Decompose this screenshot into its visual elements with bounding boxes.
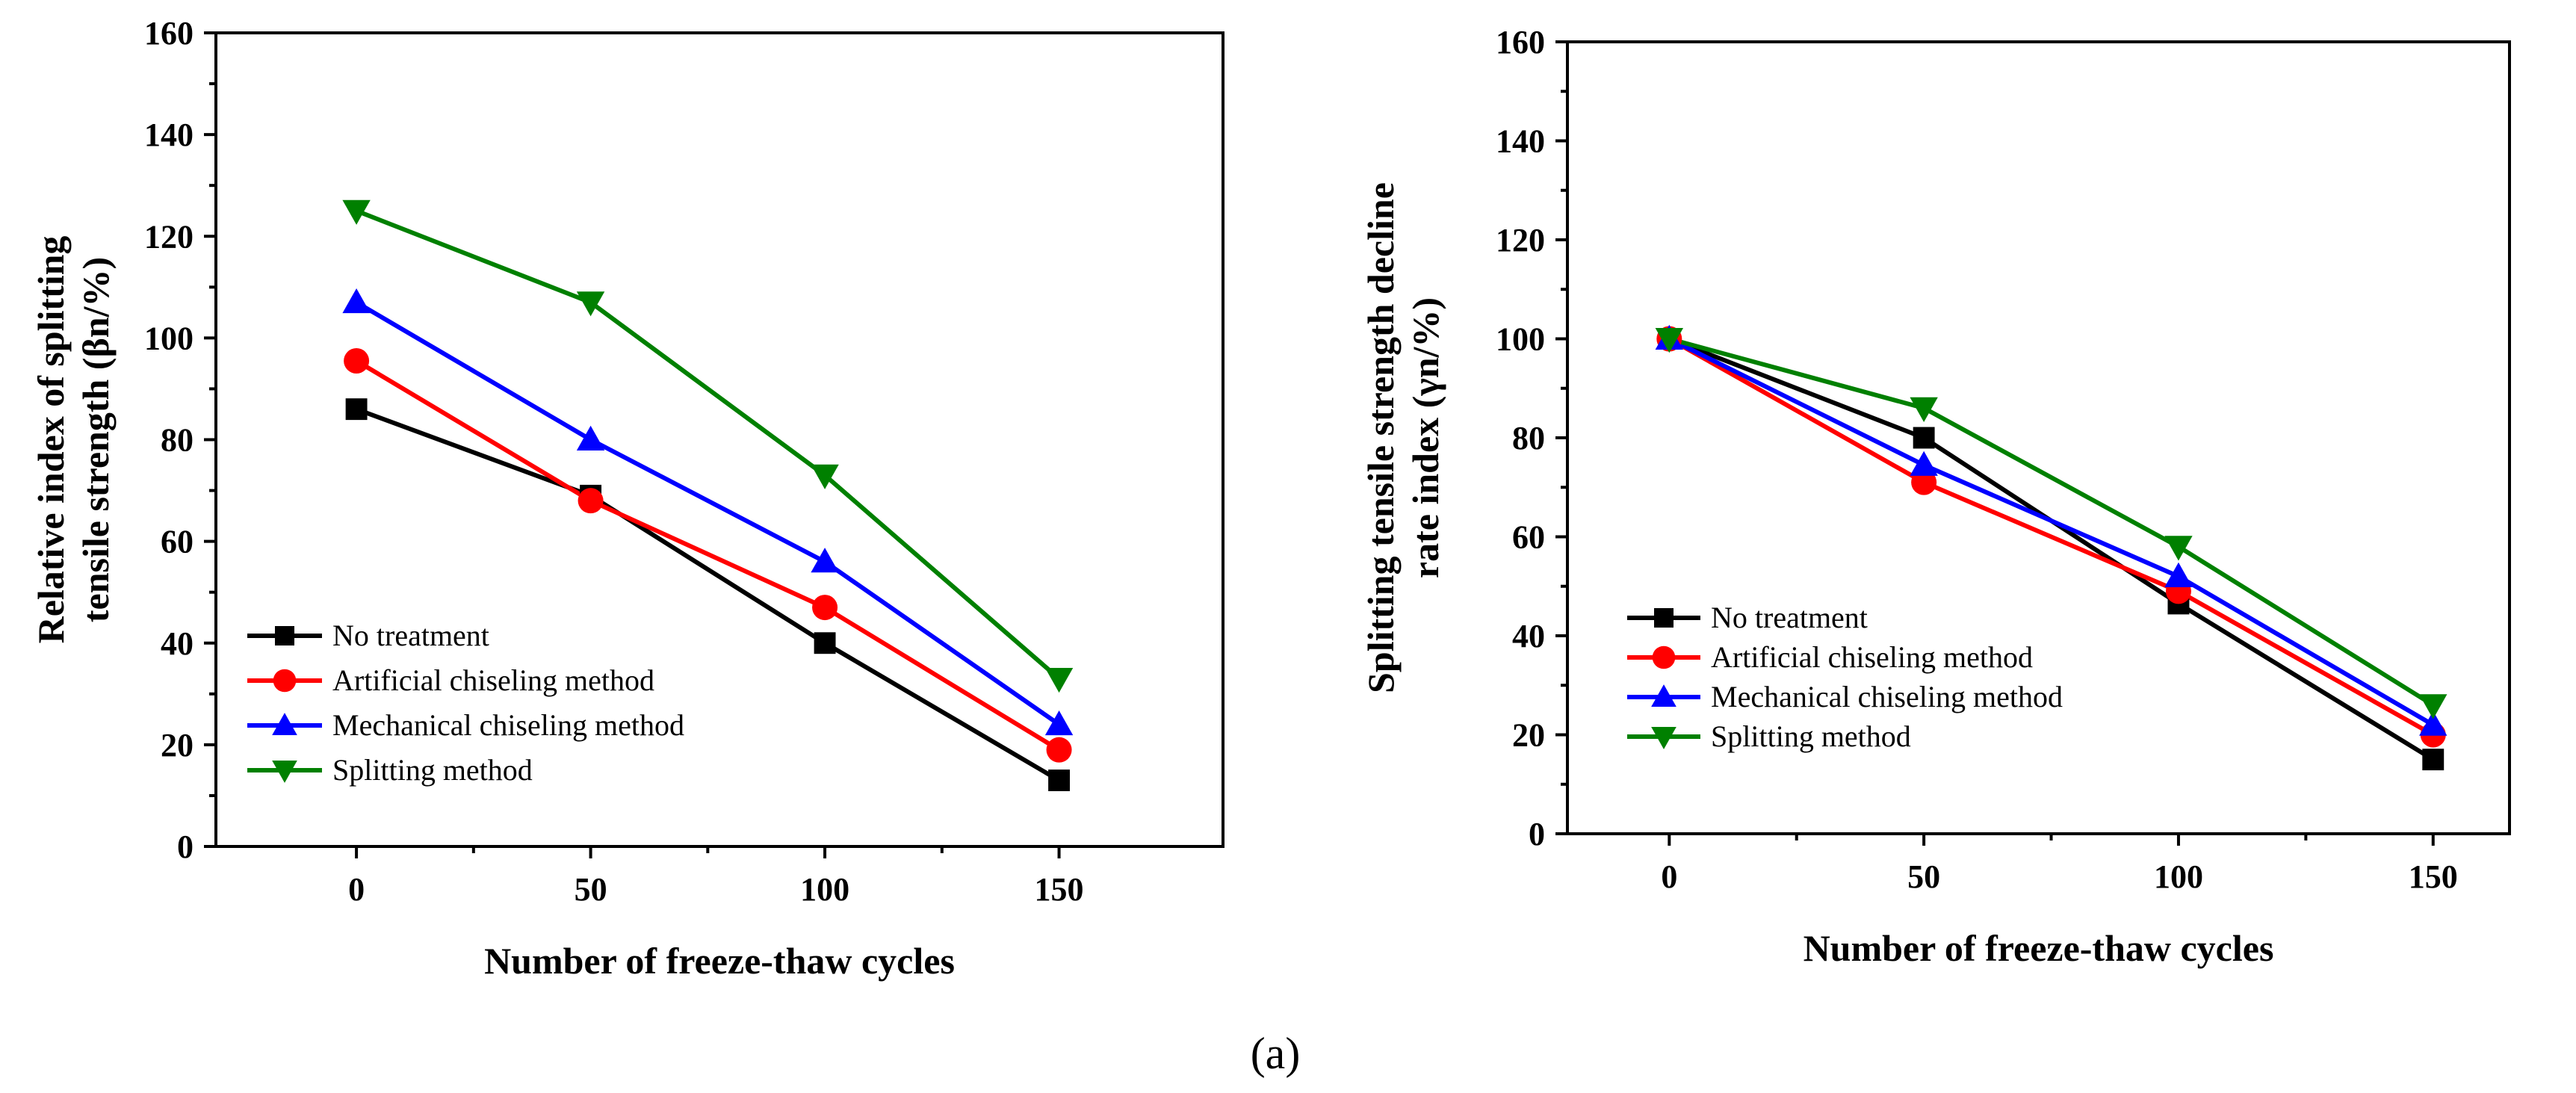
chart1-x-axis-title: Number of freeze-thaw cycles [484, 940, 955, 982]
chart2-y-tick-label: 40 [1512, 618, 1545, 654]
chart2-point-s4-100 [2164, 536, 2193, 561]
chart-right: 0 20 40 60 80 100 120 140 160 0 50 100 150 Number of … [1360, 24, 2511, 969]
chart1-point-s2-50 [578, 488, 604, 514]
chart1-x-tick-label: 0 [348, 871, 365, 908]
chart2-legend-marker-1 [1653, 607, 1674, 628]
chart2-y-tick-label: 160 [1496, 24, 1545, 61]
chart1-series-line-4 [356, 208, 1061, 681]
chart2-legend-label-4: Splitting method [1711, 719, 1911, 753]
chart1-x-tick-label: 100 [800, 871, 849, 908]
chart1-point-s4-50 [576, 291, 605, 317]
chart-left: 0 20 40 60 80 100 120 140 160 0 50 100 150 Number of … [30, 15, 1224, 982]
chart1-x-tick-label: 50 [575, 871, 607, 908]
chart2-x-tick-label: 50 [1907, 858, 1940, 895]
chart1-y-axis-title-line: tensile strength (βn/%) [75, 257, 117, 622]
chart2-y-tick-label: 60 [1512, 519, 1545, 556]
chart1-y-axis-title: Relative index of splittingtensile stren… [30, 236, 117, 644]
chart2-series-line-3 [1668, 336, 2435, 727]
chart2-y-axis-title: Splitting tensile strength declinerate i… [1360, 182, 1446, 693]
chart1-point-s1-150 [1048, 770, 1071, 791]
chart1-legend-label-4: Splitting method [332, 753, 533, 787]
chart1-point-s3-50 [576, 425, 605, 450]
chart1-legend-label-2: Artificial chiseling method [332, 663, 654, 697]
chart1-point-s3-100 [811, 548, 839, 573]
chart1-point-s4-150 [1044, 667, 1074, 693]
chart1-legend-marker-1 [274, 625, 295, 646]
chart2-point-s1-50 [1913, 427, 1935, 449]
chart1-point-s4-0 [342, 199, 371, 225]
chart2-y-tick-label: 20 [1512, 717, 1545, 754]
chart2-series-line-2 [1668, 336, 2435, 737]
chart2-point-s4-50 [1910, 397, 1938, 422]
chart2-legend-marker-4 [1651, 726, 1676, 749]
chart1-point-s2-150 [1046, 737, 1072, 763]
chart2-legend-label-3: Mechanical chiseling method [1711, 680, 2063, 713]
chart1-point-s2-0 [344, 348, 370, 374]
chart1-y-axis-title-line: Relative index of splitting [30, 236, 72, 644]
chart1-legend-label-3: Mechanical chiseling method [332, 708, 684, 742]
chart1-point-s2-100 [812, 595, 838, 621]
chart2-legend-label-2: Artificial chiseling method [1711, 640, 2033, 674]
chart1-legend-label-1: No treatment [332, 619, 489, 652]
chart2-y-tick-label: 0 [1529, 816, 1545, 852]
chart2-y-axis-title-line: rate index (γn/%) [1405, 297, 1446, 578]
figure-caption: (a) [1251, 1029, 1301, 1078]
chart1-y-tick-label: 80 [161, 422, 193, 459]
chart1-y-tick-label: 40 [161, 625, 193, 662]
chart2-point-s3-150 [2419, 710, 2447, 736]
chart2-point-s3-50 [1910, 450, 1938, 476]
chart2-legend-label-1: No treatment [1711, 601, 1868, 634]
chart2-x-tick-label: 0 [1661, 858, 1677, 895]
chart1-y-tick-label: 0 [177, 829, 193, 865]
chart1-legend-marker-3 [272, 713, 297, 736]
chart1-y-tick-label: 140 [144, 117, 193, 153]
chart2-y-tick-label: 100 [1496, 321, 1545, 358]
chart2-plot-frame [1566, 40, 2511, 835]
chart1-y-tick-label: 100 [144, 320, 193, 356]
chart2-x-axis-title: Number of freeze-thaw cycles [1803, 927, 2274, 969]
chart1-x-tick-label: 150 [1035, 871, 1084, 908]
chart1-series-line-1 [356, 406, 1061, 783]
chart1-legend-marker-4 [272, 760, 297, 783]
chart1-point-s3-150 [1044, 710, 1074, 736]
chart1-series-line-2 [355, 359, 1061, 752]
chart1-point-s4-100 [811, 464, 839, 489]
chart1-point-s3-0 [342, 288, 371, 314]
chart1-y-tick-label: 120 [144, 218, 193, 255]
chart2-y-axis-title-line: Splitting tensile strength decline [1360, 182, 1402, 693]
chart2-series-line-4 [1668, 336, 2435, 707]
chart2-y-tick-label: 120 [1496, 222, 1545, 258]
chart1-point-s1-0 [345, 398, 368, 421]
chart2-point-s3-100 [2164, 562, 2193, 587]
chart2-point-s4-150 [2419, 694, 2447, 719]
chart1-y-tick-label: 20 [161, 727, 193, 764]
chart1-legend-marker-2 [273, 669, 297, 693]
chart2-point-s1-150 [2422, 749, 2445, 771]
chart2-point-s2-50 [1911, 469, 1937, 495]
chart2-y-tick-label: 140 [1496, 123, 1545, 160]
chart2-legend-marker-2 [1652, 645, 1676, 669]
chart1-point-s1-100 [814, 632, 836, 654]
chart2-y-tick-label: 80 [1512, 420, 1545, 456]
chart2-x-tick-label: 100 [2154, 858, 2203, 895]
chart1-series-line-3 [355, 300, 1061, 727]
chart1-y-tick-label: 160 [144, 15, 193, 52]
chart2-point-s4-0 [1655, 328, 1684, 353]
chart1-y-tick-label: 60 [161, 524, 193, 560]
chart2-x-tick-label: 150 [2409, 858, 2458, 895]
chart2-legend-marker-3 [1651, 684, 1676, 707]
